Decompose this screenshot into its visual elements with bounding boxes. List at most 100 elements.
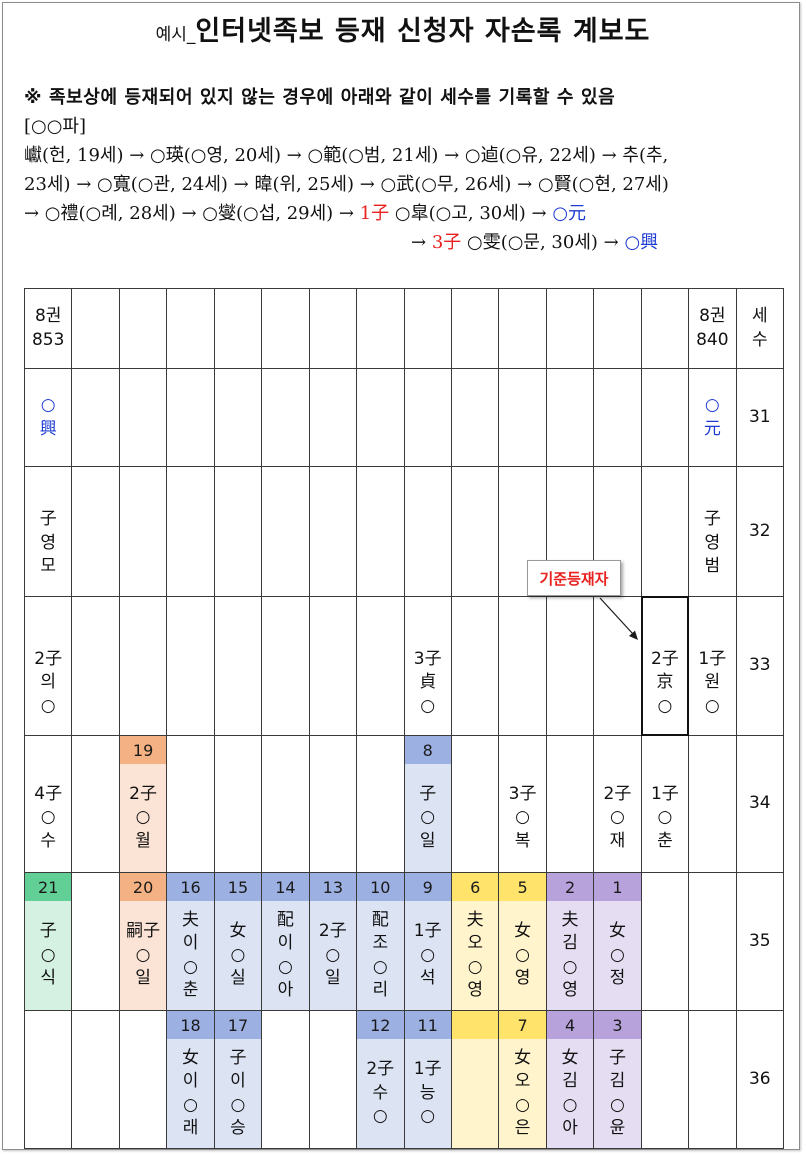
empty-cell: [451, 369, 500, 467]
cell-body: [262, 369, 308, 466]
volume-page-label: 8권 853: [31, 306, 65, 350]
cell-body: 2子 의 ○: [25, 597, 71, 735]
cell-body: [642, 289, 688, 368]
empty-cell: [357, 597, 405, 736]
reference-registrant-callout: 기준등재자: [527, 560, 621, 596]
generation-number: 34: [748, 793, 771, 814]
empty-cell: [641, 467, 690, 597]
empty-cell: [72, 873, 120, 1011]
empty-cell: [641, 1011, 690, 1149]
cell-body: 32: [737, 467, 783, 596]
person-cell: 18 女 이 ○ 래: [167, 1011, 215, 1149]
cell-body: 2子 ○ 재: [594, 736, 640, 872]
person-cell: 3 子 김 ○ 윤: [594, 1011, 642, 1149]
person-name-label: 嗣子 ○ 일: [126, 921, 161, 989]
empty-cell: [167, 369, 215, 467]
empty-cell: [594, 597, 642, 736]
descendant-name: ○元: [552, 203, 587, 224]
cell-body: 女 김 ○ 아: [547, 1039, 593, 1148]
title-prefix: 예시_: [155, 25, 196, 45]
person-name-label: 1子 ○ 석: [413, 921, 442, 989]
volume-page-cell: 8권 840: [689, 289, 737, 369]
person-name-label: 夫 이 ○ 춘: [182, 909, 200, 1001]
person-name-label: 配 조 ○ 리: [371, 909, 389, 1001]
volume-page-label: 8권 840: [696, 306, 729, 350]
empty-cell: [214, 736, 263, 873]
generation-number: 31: [748, 406, 771, 427]
empty-cell: [262, 736, 310, 873]
person-name-label: 4子 ○ 수: [34, 783, 63, 851]
description-block: ※ 족보상에 등재되어 있지 않는 경우에 아래와 같이 세수를 기록할 수 있…: [24, 83, 800, 257]
empty-cell: [72, 467, 120, 597]
empty-cell: [214, 597, 263, 736]
empty-cell: [72, 1011, 120, 1149]
generation-header-cell: 세 수: [736, 289, 784, 369]
cell-body: 配 이 ○ 아: [262, 901, 308, 1010]
child-order-label: 1子: [359, 203, 390, 224]
cell-body: [642, 369, 688, 466]
empty-cell: [499, 467, 547, 597]
cell-body: [689, 873, 735, 1010]
order-number-badge: 10: [357, 873, 404, 901]
cell-body: 夫 김 ○ 영: [547, 901, 593, 1010]
person-name-label: 女 ○ 실: [229, 921, 247, 989]
person-cell: 15 女 ○ 실: [214, 873, 263, 1011]
person-name-label: 1子 ○ 춘: [650, 783, 679, 851]
lineage-text: ○雯(○문, 30세) →: [461, 232, 625, 253]
cell-body: [547, 597, 593, 735]
person-name-label: 1子 원 ○: [698, 648, 727, 716]
person-cell: 2子 京 ○: [640, 596, 690, 736]
order-number-badge: 3: [594, 1011, 641, 1039]
cell-body: [120, 289, 166, 368]
person-cell: 6 夫 오 ○ 영: [451, 873, 500, 1011]
person-cell: [451, 1011, 500, 1149]
person-name-label: 女 김 ○ 아: [561, 1047, 579, 1139]
empty-cell: [309, 369, 358, 467]
cell-body: [452, 736, 498, 872]
cell-body: [642, 1011, 688, 1148]
empty-cell: [119, 1011, 168, 1149]
order-number-badge: 8: [404, 736, 451, 764]
cell-body: [262, 289, 308, 368]
person-name-label: 3子 貞 ○: [413, 648, 442, 716]
cell-body: [357, 369, 403, 466]
cell-body: [167, 736, 213, 872]
person-cell: 8 子 ○ 일: [404, 736, 452, 873]
cell-body: [262, 736, 308, 872]
order-number-badge: 9: [404, 873, 451, 901]
cell-body: [72, 289, 118, 368]
cell-body: [547, 369, 593, 466]
empty-cell: [167, 736, 215, 873]
person-cell: 21 子 ○ 식: [25, 873, 73, 1011]
lineage-line-2: 23세) → ○寬(○관, 24세) → 暐(위, 25세) → ○武(○무, …: [24, 174, 669, 195]
cell-body: [310, 289, 356, 368]
cell-body: 1子 원 ○: [689, 597, 735, 735]
cell-body: 3子 貞 ○: [405, 597, 451, 735]
empty-cell: [594, 467, 642, 597]
person-name-label: ○ 元: [703, 395, 721, 439]
cell-body: [452, 597, 498, 735]
empty-cell: [546, 467, 595, 597]
cell-body: [120, 597, 166, 735]
cell-body: [594, 369, 640, 466]
person-cell: 9 1子 ○ 석: [404, 873, 452, 1011]
header-cell: [214, 289, 263, 369]
cell-body: [120, 1011, 166, 1148]
cell-body: [499, 597, 545, 735]
cell-body: 子 ○ 식: [25, 901, 71, 1010]
empty-cell: [214, 467, 263, 597]
header-cell: [499, 289, 547, 369]
empty-cell: [499, 597, 547, 736]
generation-header-label: 세 수: [751, 306, 768, 350]
note-text: ※ 족보상에 등재되어 있지 않는 경우에 아래와 같이 세수를 기록할 수 있…: [24, 87, 616, 108]
empty-cell: [641, 873, 690, 1011]
empty-cell: [25, 1011, 73, 1149]
cell-body: [167, 289, 213, 368]
cell-body: [405, 467, 451, 596]
generation-cell: 31: [736, 369, 784, 467]
header-cell: [451, 289, 500, 369]
empty-cell: [357, 736, 405, 873]
cell-body: 子 이 ○ 승: [215, 1039, 261, 1148]
empty-cell: [309, 1011, 358, 1149]
